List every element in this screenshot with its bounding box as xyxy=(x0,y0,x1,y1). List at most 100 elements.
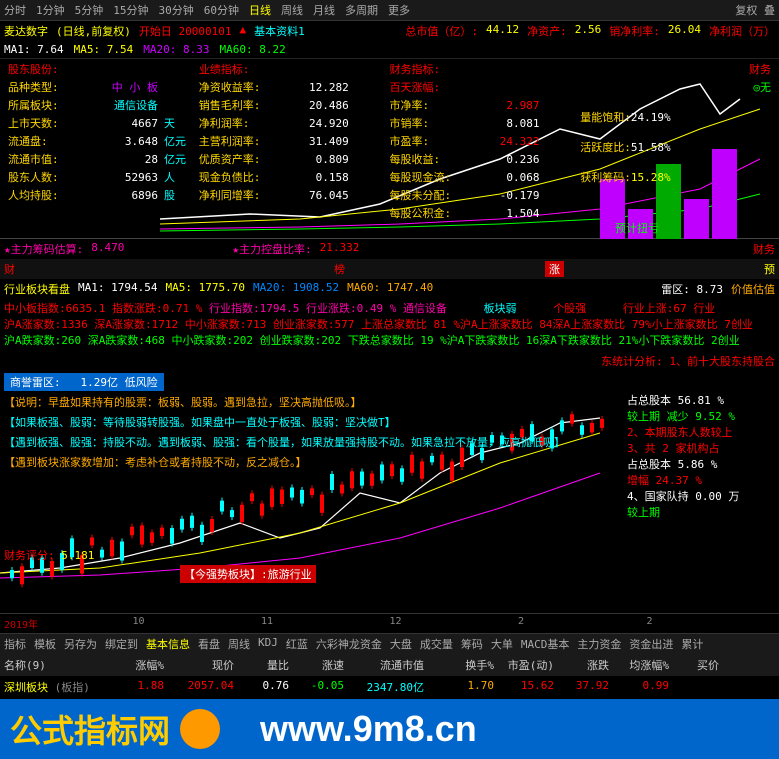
timeframe-toolbar: 分时 1分钟 5分钟 15分钟 30分钟 60分钟 日线 周线 月线 多周期 更… xyxy=(0,0,779,21)
main-control-row: ★主力筹码估算: 8.470 ★主力控盘比率: 21.332 财务 xyxy=(0,239,779,259)
indicator-tab[interactable]: MACD基本 xyxy=(521,636,570,652)
th[interactable]: 买价 xyxy=(669,657,719,673)
tl-m: 12 xyxy=(390,616,519,631)
bang-icon: 榜 xyxy=(334,261,345,277)
col2-title: 业绩指标: xyxy=(199,61,390,77)
idx-i: 行业 xyxy=(693,302,715,315)
stock-period: (日线,前复权) xyxy=(56,23,131,39)
stock-start: 开始日 20000101 xyxy=(139,23,232,39)
fin-eval-value: 5.181 xyxy=(61,549,94,562)
risk-zone: 雷区: 8.73 xyxy=(661,281,723,297)
tf-item[interactable]: 月线 xyxy=(313,2,335,18)
strategy-2: 【如果板强、股弱：等待股弱转股强。如果盘中一直处于板强、股弱：坚决做T】 xyxy=(0,413,619,433)
tl-m: 11 xyxy=(261,616,390,631)
sector-ma60: MA60: 1747.40 xyxy=(347,281,433,297)
indicator-tab[interactable]: 累计 xyxy=(681,636,703,652)
strategy-4: 【遇到板块涨家数增加：考虑补仓或者持股不动，反之减仓。】 xyxy=(0,453,619,473)
idx-f: 板块弱 xyxy=(484,302,517,315)
line3: 沪A涨家数:1336 深A涨家数:1712 中小涨家数:713 创业涨家数:57… xyxy=(4,317,775,333)
indicator-tab[interactable]: 另存为 xyxy=(64,636,97,652)
indicator-tab[interactable]: 六彩神龙资金 xyxy=(316,636,382,652)
th[interactable]: 换手% xyxy=(424,657,494,673)
table-header: 名称(9) 涨幅% 现价 量比 涨速 流通市值 换手% 市盈(动) 涨跌 均涨幅… xyxy=(0,654,779,676)
risk-tag: 商誉雷区: 1.29亿 低风险 xyxy=(4,373,164,391)
tf-item[interactable]: 更多 xyxy=(388,2,410,18)
th[interactable]: 市盈(动) xyxy=(494,657,554,673)
line4: 沪A跌家数:260 深A跌家数:468 中小跌家数:202 创业跌家数:202 … xyxy=(4,333,775,349)
section-headers: 股东股份: 业绩指标: 财务指标: 财务 xyxy=(0,58,779,79)
tf-item[interactable]: 分时 xyxy=(4,2,26,18)
tl-m: 2 xyxy=(518,616,647,631)
tf-item-active[interactable]: 日线 xyxy=(249,2,271,18)
th[interactable]: 涨幅% xyxy=(104,657,164,673)
indicator-tab[interactable]: 资金出进 xyxy=(629,636,673,652)
th[interactable]: 涨速 xyxy=(289,657,344,673)
fin-link[interactable]: 财务 xyxy=(753,241,775,257)
net-margin-label: 销净利率: xyxy=(609,23,660,39)
th[interactable]: 均涨幅% xyxy=(609,657,669,673)
td: -0.05 xyxy=(289,679,344,695)
th[interactable]: 现价 xyxy=(164,657,234,673)
tf-item[interactable]: 15分钟 xyxy=(113,2,148,18)
tf-item[interactable]: 60分钟 xyxy=(204,2,239,18)
table-row[interactable]: 深圳板块 (板指) 1.88 2057.04 0.76 -0.05 2347.8… xyxy=(0,676,779,698)
indicator-tab[interactable]: 指标 xyxy=(4,636,26,652)
tf-item[interactable]: 周线 xyxy=(281,2,303,18)
kong-value: 21.332 xyxy=(320,241,360,257)
th[interactable]: 流通市值 xyxy=(344,657,424,673)
sector-ma1: MA1: 1794.54 xyxy=(78,281,157,297)
ma1: MA1: 7.64 xyxy=(4,43,64,56)
th-name[interactable]: 名称(9) xyxy=(4,657,104,673)
td: 2057.04 xyxy=(164,679,234,695)
sector-ma5: MA5: 1775.70 xyxy=(165,281,244,297)
right-stats: 占总股本 56.81 %较上期 减少 9.52 %2、本期股东人数较上3、共 2… xyxy=(627,393,777,521)
timeline: 2019年 10 11 12 2 2 xyxy=(0,613,779,633)
no-sign: ◎无 xyxy=(580,79,771,97)
tf-item[interactable]: 5分钟 xyxy=(75,2,104,18)
col2-data: 净资收益率:12.282销售毛利率:20.486净利润率:24.920主营利润率… xyxy=(199,79,390,223)
net-margin: 26.04 xyxy=(668,23,701,39)
watermark-text: 公式指标网 xyxy=(10,706,170,752)
stock-info[interactable]: 基本资料1 xyxy=(254,23,305,39)
sector-title: 行业板块看盘 xyxy=(4,281,70,297)
indicator-tab[interactable]: 筹码 xyxy=(461,636,483,652)
stat-analysis-row: 东统计分析: 1、前十大股东持股合 xyxy=(0,351,779,371)
ma20: MA20: 8.33 xyxy=(143,43,209,56)
idx-g: 个股强 xyxy=(553,302,586,315)
zhuang-value: 8.470 xyxy=(91,241,124,257)
watermark-logo-icon xyxy=(180,709,220,749)
col3-title: 财务指标: xyxy=(390,61,581,77)
sector-title-row: 行业板块看盘 MA1: 1794.54 MA5: 1775.70 MA20: 1… xyxy=(0,279,779,299)
cai-icon: 财 xyxy=(4,261,15,277)
col4-title: 财务 xyxy=(580,61,771,77)
td: 15.62 xyxy=(494,679,554,695)
yu-icon: 预 xyxy=(764,261,775,277)
th[interactable]: 涨跌 xyxy=(554,657,609,673)
indicator-tab[interactable]: 模板 xyxy=(34,636,56,652)
th[interactable]: 量比 xyxy=(234,657,289,673)
watermark-banner: 公式指标网 www.9m8.cn xyxy=(0,699,779,759)
strategy-3: 【遇到板强、股强：持股不动。遇到板弱、股强：看个股量，如果放量强持股不动。如果急… xyxy=(0,433,619,453)
market-cap-label: 总市值（亿）: xyxy=(405,23,478,39)
indicator-tab[interactable]: 基本信息 xyxy=(146,636,190,652)
indicator-tab[interactable]: 大盘 xyxy=(390,636,412,652)
tf-item[interactable]: 多周期 xyxy=(345,2,378,18)
indicator-tab[interactable]: 主力资金 xyxy=(577,636,621,652)
indicator-tab[interactable]: KDJ xyxy=(258,636,278,652)
indicator-tab[interactable]: 周线 xyxy=(228,636,250,652)
td: 0.99 xyxy=(609,679,669,695)
indicator-tab[interactable]: 大单 xyxy=(491,636,513,652)
fin-eval-label: 财务评分: xyxy=(4,549,55,562)
td-name: 深圳板块 (板指) xyxy=(4,679,104,695)
indicator-tab[interactable]: 看盘 xyxy=(198,636,220,652)
ma5: MA5: 7.54 xyxy=(74,43,134,56)
indicator-tab[interactable]: 成交量 xyxy=(420,636,453,652)
col1-data: 品种类型:中 小 板所属板块:通信设备上市天数:4667天流通盘:3.648亿元… xyxy=(8,79,199,223)
toolbar-right[interactable]: 复权 叠 xyxy=(735,2,775,18)
risk-row: 商誉雷区: 1.29亿 低风险 xyxy=(0,371,779,393)
tf-item[interactable]: 30分钟 xyxy=(159,2,194,18)
tf-item[interactable]: 1分钟 xyxy=(36,2,65,18)
indicator-tab[interactable]: 绑定到 xyxy=(105,636,138,652)
indicator-tab[interactable]: 红蓝 xyxy=(286,636,308,652)
td: 2347.80亿 xyxy=(344,679,424,695)
